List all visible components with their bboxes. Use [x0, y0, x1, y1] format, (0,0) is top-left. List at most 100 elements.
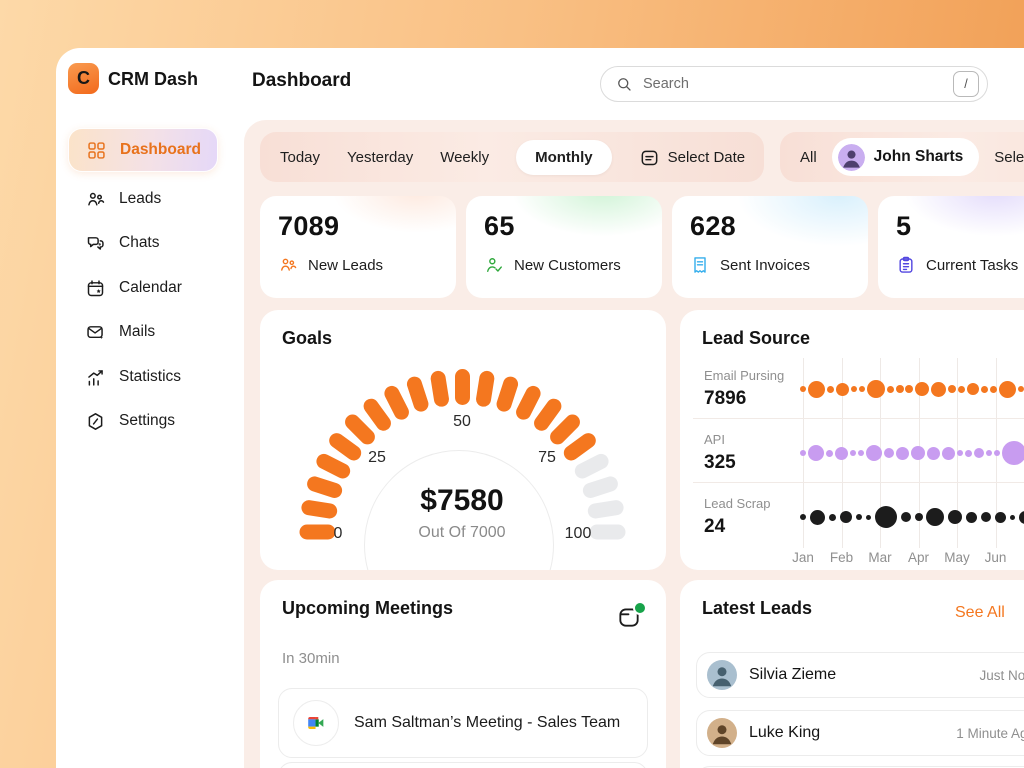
gauge-tick — [454, 369, 470, 405]
truncated-filter-option[interactable]: Select — [994, 148, 1024, 166]
data-dot — [809, 509, 825, 525]
data-dot — [855, 514, 862, 520]
sidebar-item-chats[interactable]: Chats — [68, 221, 218, 265]
row-separator — [693, 418, 1024, 419]
settings-icon — [85, 411, 106, 432]
data-dot — [965, 449, 972, 457]
period-option-weekly[interactable]: Weekly — [440, 148, 490, 166]
calendar-notification-icon — [616, 604, 642, 630]
sidebar-item-label: Mails — [119, 323, 156, 340]
data-dot — [931, 381, 947, 397]
data-dot — [966, 511, 978, 523]
lead-time: 1 Minute Ago — [956, 725, 1024, 741]
month-axis-label: May — [944, 550, 970, 565]
data-dot — [858, 386, 865, 392]
stat-label-row: New Customers — [484, 255, 644, 275]
data-dot — [866, 445, 882, 461]
page-title: Dashboard — [252, 70, 352, 91]
data-dot — [998, 380, 1016, 398]
gauge-tick — [299, 524, 335, 540]
stat-label-row: Sent Invoices — [690, 255, 850, 275]
manager-pill[interactable]: John Sharts — [831, 138, 980, 176]
lead-source-title: Lead Source — [702, 328, 811, 348]
lead-time: Just Now — [979, 667, 1024, 683]
sidebar-item-leads[interactable]: Leads — [68, 177, 218, 221]
gauge-tick — [404, 374, 430, 414]
lead-row[interactable]: Silvia Zieme Just Now — [696, 652, 1024, 698]
app-window: C CRM Dash Dashboard / Dashboard Leads Cha… — [56, 48, 1024, 768]
gauge-tick — [589, 524, 625, 540]
search-input[interactable] — [641, 75, 945, 93]
data-dot — [914, 513, 923, 521]
lead-source-dot-strip — [800, 504, 1024, 530]
gauge-tick — [494, 374, 520, 414]
goals-card: Goals 0 25 50 75 100 $7580 Out Of 7000 — [260, 310, 666, 570]
gauge-scale-label: 75 — [538, 449, 556, 466]
stat-card-new-leads: 7089 New Leads — [260, 196, 456, 298]
data-dot — [835, 446, 848, 460]
sidebar-item-label: Calendar — [119, 279, 182, 296]
sidebar-item-statistics[interactable]: Statistics — [68, 355, 218, 399]
period-options: Today Yesterday Weekly Monthly — [280, 139, 612, 175]
stat-label-row: New Leads — [278, 255, 438, 275]
sidebar-item-settings[interactable]: Settings — [68, 399, 218, 443]
lead-row[interactable]: Luke King 1 Minute Ago — [696, 710, 1024, 756]
data-dot — [995, 511, 1007, 523]
data-dot — [808, 445, 824, 461]
sidebar-item-label: Dashboard — [120, 141, 201, 158]
gauge-tick — [474, 369, 495, 408]
lead-source-row-value: 7896 — [704, 388, 747, 409]
data-dot — [990, 385, 997, 393]
brand-logo: C — [68, 63, 99, 94]
stat-label: New Customers — [514, 256, 621, 274]
meeting-item-partial[interactable] — [278, 762, 648, 768]
statistics-icon — [85, 367, 106, 388]
lead-source-dot-strip — [800, 376, 1024, 402]
see-all-link[interactable]: See All — [955, 604, 1005, 621]
data-dot — [850, 450, 856, 456]
goals-target: Out Of 7000 — [418, 524, 506, 541]
data-dot — [874, 506, 897, 528]
lead-source-card: Lead Source Email Pursing 7896 API 325 Lead … — [680, 310, 1024, 570]
manager-filter-bar: All John Sharts Select — [780, 132, 1024, 182]
gauge-tick — [429, 369, 450, 408]
period-option-yesterday[interactable]: Yesterday — [347, 148, 414, 166]
stat-card-sent-invoices: 628 Sent Invoices — [672, 196, 868, 298]
leads-icon — [85, 189, 106, 210]
gauge-tick — [299, 499, 338, 520]
meeting-item[interactable]: Sam Saltman’s Meeting - Sales Team — [278, 688, 648, 758]
data-dot — [865, 514, 871, 520]
sidebar-item-calendar[interactable]: Calendar — [68, 266, 218, 310]
sidebar-item-label: Settings — [119, 412, 176, 429]
data-dot — [915, 382, 930, 396]
sidebar-item-label: Chats — [119, 234, 160, 251]
select-date-calendar-icon — [639, 147, 660, 168]
sidebar-item-mails[interactable]: Mails — [68, 310, 218, 354]
search-icon — [615, 75, 633, 93]
current-tasks-clipboard-icon — [896, 255, 916, 275]
period-option-monthly[interactable]: Monthly — [516, 139, 612, 175]
search-bar[interactable]: / — [600, 66, 988, 102]
period-option-today[interactable]: Today — [280, 148, 321, 166]
gauge-scale-label: 100 — [564, 525, 592, 542]
lead-name: Silvia Zieme — [749, 666, 837, 683]
stat-value: 5 — [896, 211, 912, 241]
new-leads-people-icon — [278, 255, 298, 275]
data-dot — [927, 446, 940, 460]
data-dot — [926, 508, 945, 526]
calendar-icon — [85, 278, 106, 299]
select-date-button[interactable]: Select Date — [639, 147, 745, 168]
data-dot — [866, 380, 885, 398]
sent-invoices-receipt-icon — [690, 255, 710, 275]
meetings-calendar-button[interactable] — [616, 601, 647, 632]
sidebar-item-dashboard[interactable]: Dashboard — [68, 128, 218, 172]
data-dot — [826, 385, 834, 393]
month-axis-label: Jan — [792, 550, 814, 565]
data-dot — [974, 448, 984, 458]
month-axis-label: Feb — [829, 550, 854, 565]
dashboard-grid-icon — [86, 140, 107, 161]
stat-label: Sent Invoices — [720, 256, 811, 274]
scope-all-option[interactable]: All — [800, 148, 817, 166]
latest-leads-title: Latest Leads — [702, 598, 813, 618]
lead-source-dot-strip — [800, 440, 1024, 466]
